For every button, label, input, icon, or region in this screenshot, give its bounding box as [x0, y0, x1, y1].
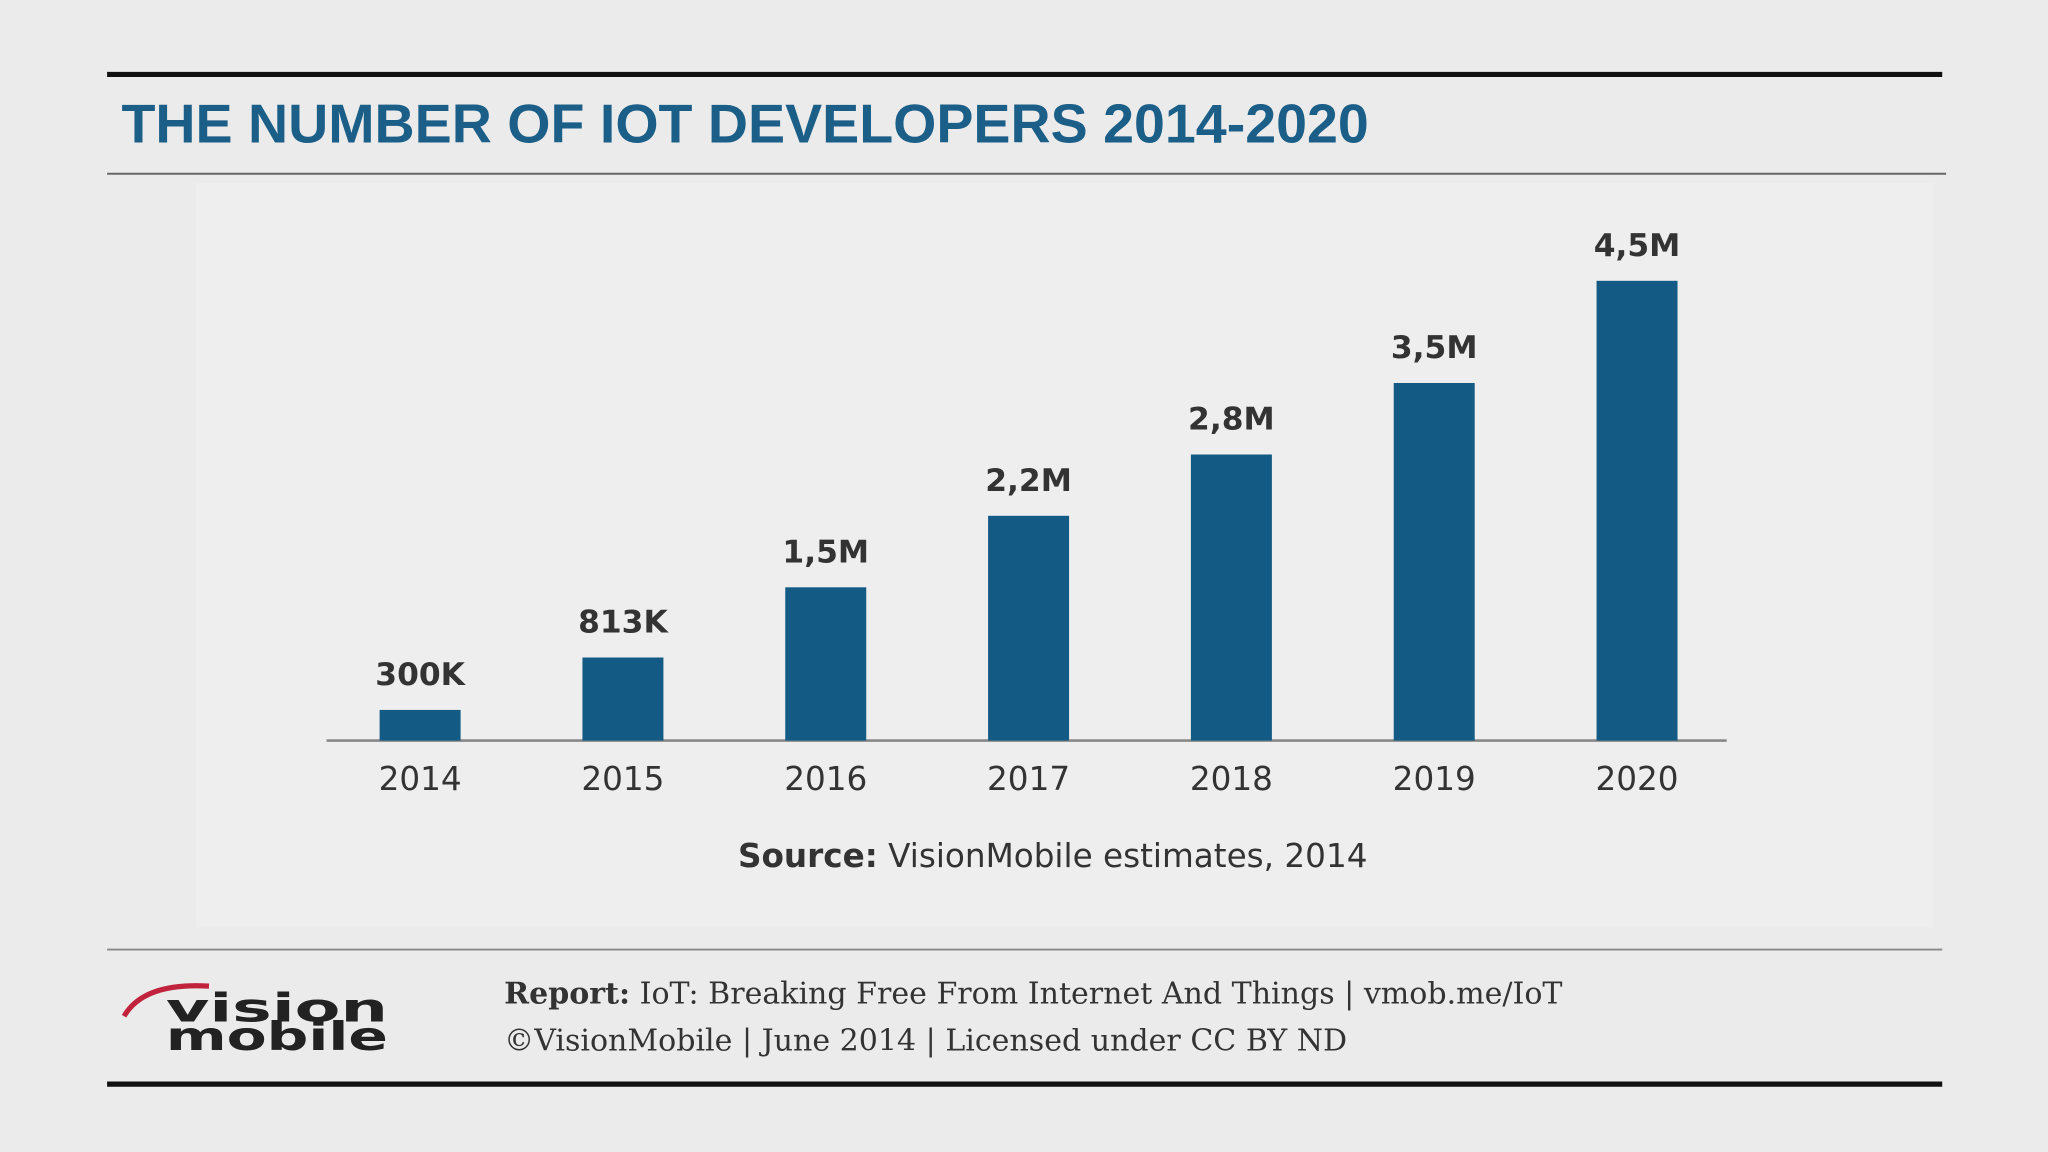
logo-line1: vision — [166, 986, 388, 1031]
source-text: VisionMobile estimates, 2014 — [888, 837, 1367, 875]
value-label: 1,5M — [782, 534, 869, 570]
footer-credit: ©VisionMobile | June 2014 | Licensed und… — [504, 1023, 1347, 1058]
report-label: Report: — [504, 976, 630, 1011]
value-label: 813K — [578, 605, 669, 641]
value-label: 3,5M — [1391, 330, 1478, 366]
value-label: 4,5M — [1594, 228, 1681, 264]
source: Source: VisionMobile estimates, 2014 — [738, 837, 1368, 875]
value-label: 300K — [375, 657, 466, 693]
x-tick-label: 2019 — [1393, 760, 1476, 798]
value-label: 2,8M — [1188, 402, 1275, 438]
chart-title: THE NUMBER OF IOT DEVELOPERS 2014-2020 — [121, 92, 1368, 154]
x-tick-label: 2014 — [379, 760, 462, 798]
bar — [1393, 382, 1475, 741]
bar — [1190, 454, 1272, 741]
source-label: Source: — [738, 837, 878, 875]
value-label: 2,2M — [985, 463, 1072, 499]
bar — [988, 515, 1070, 741]
bar — [1596, 280, 1678, 741]
logo-line2: mobile — [166, 1015, 388, 1060]
x-tick-label: 2015 — [581, 760, 664, 798]
x-tick-label: 2017 — [987, 760, 1070, 798]
bar — [582, 657, 664, 741]
x-tick-label: 2018 — [1190, 760, 1273, 798]
logo-swoosh — [121, 983, 210, 1018]
footer-report: Report: IoT: Breaking Free From Internet… — [504, 976, 1562, 1011]
x-tick-label: 2016 — [784, 760, 867, 798]
bar — [379, 709, 461, 741]
x-tick-label: 2020 — [1595, 760, 1678, 798]
report-text: IoT: Breaking Free From Internet And Thi… — [640, 976, 1563, 1011]
bar — [785, 587, 867, 741]
